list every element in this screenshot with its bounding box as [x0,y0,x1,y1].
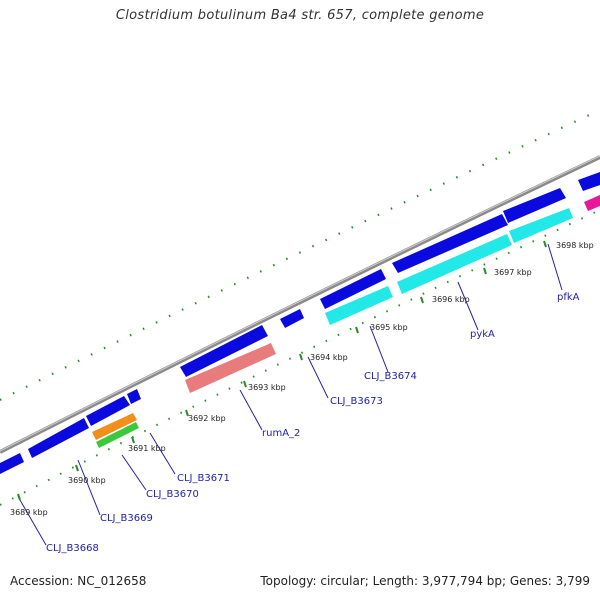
gene-label[interactable]: CLJ_B3671 [177,473,230,484]
gene-label[interactable]: pfkA [557,292,580,303]
gene-arrow[interactable] [86,396,130,426]
gene-label[interactable]: CLJ_B3669 [100,513,153,524]
topology-text: Topology: circular; Length: 3,977,794 bp… [260,574,590,588]
feature-track-2 [92,195,600,448]
gene-label[interactable]: CLJ_B3674 [364,371,417,382]
gene-arrow[interactable] [280,309,304,328]
kbp-label: 3691 kbp [128,444,166,453]
gene-arrow[interactable] [503,188,566,223]
outer-dotted-guide [0,109,600,401]
magenta-feature[interactable] [584,195,600,211]
orange-feature[interactable] [92,413,137,440]
kbp-label: 3689 kbp [10,508,48,517]
kbp-label: 3690 kbp [68,476,106,485]
accession-text: Accession: NC_012658 [10,574,147,588]
kbp-label: 3697 kbp [494,268,532,277]
pink-feature[interactable] [185,343,276,393]
gene-labels: CLJ_B3668 CLJ_B3669 CLJ_B3670 CLJ_B3671 … [46,292,580,554]
gene-arrow[interactable] [392,214,508,273]
scale-labels: 3689 kbp 3690 kbp 3691 kbp 3692 kbp 3693… [10,241,594,517]
kbp-label: 3694 kbp [310,353,348,362]
cyan-feature[interactable] [509,208,573,243]
genome-title: Clostridium botulinum Ba4 str. 657, comp… [115,8,485,23]
kbp-label: 3696 kbp [432,295,470,304]
gene-label[interactable]: CLJ_B3670 [146,489,199,500]
inner-dotted-guide [0,209,600,506]
scale-ticks [17,240,547,501]
cyan-feature[interactable] [325,286,393,325]
gene-label[interactable]: CLJ_B3673 [330,396,383,407]
kbp-label: 3698 kbp [556,241,594,250]
gene-arrow[interactable] [127,389,141,404]
gene-arrow[interactable] [180,325,268,377]
kbp-label: 3695 kbp [370,323,408,332]
cyan-feature[interactable] [397,234,512,294]
forward-strand-features [0,172,600,474]
label-leaders [19,243,563,546]
gene-label[interactable]: CLJ_B3668 [46,543,99,554]
gene-label[interactable]: pykA [470,329,495,340]
gene-arrow[interactable] [578,172,600,191]
gene-label[interactable]: rumA_2 [262,428,300,439]
green-feature[interactable] [96,422,139,448]
kbp-label: 3692 kbp [188,414,226,423]
gene-arrow[interactable] [28,418,89,458]
genome-backbone [0,155,600,454]
gene-arrow[interactable] [320,269,386,309]
kbp-label: 3693 kbp [248,383,286,392]
gene-arrow[interactable] [0,453,24,474]
